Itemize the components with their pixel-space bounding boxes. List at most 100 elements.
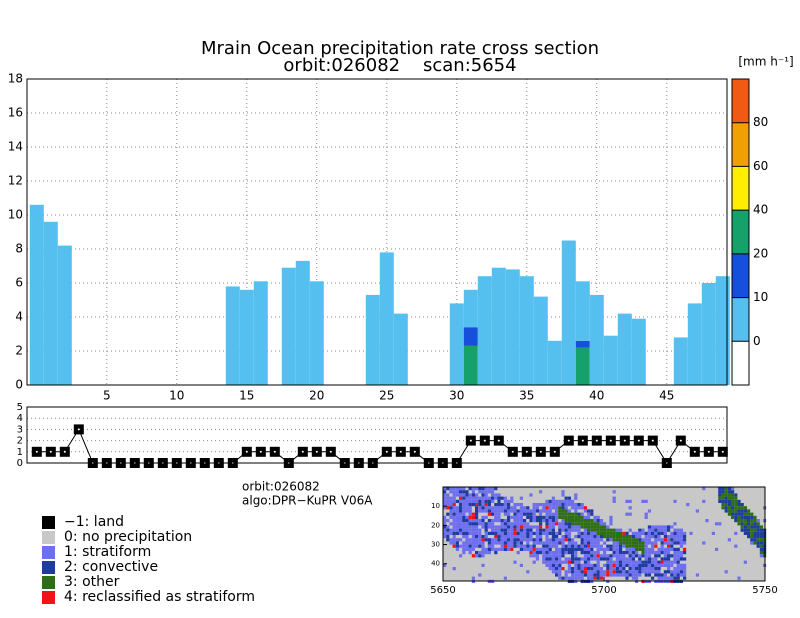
map-pixel bbox=[628, 538, 632, 542]
map-pixel bbox=[532, 515, 536, 519]
map-pixel bbox=[561, 515, 565, 519]
map-pixel bbox=[577, 503, 581, 507]
map-pixel bbox=[475, 512, 479, 516]
map-pixel bbox=[555, 557, 559, 561]
flag-marker-dot bbox=[721, 450, 724, 453]
map-pixel bbox=[500, 509, 504, 513]
map-pixel bbox=[644, 499, 648, 503]
map-pixel bbox=[481, 541, 485, 545]
map-pixel bbox=[734, 519, 738, 523]
map-pixel bbox=[750, 522, 754, 526]
map-pixel bbox=[526, 525, 530, 529]
map-pixel bbox=[526, 541, 530, 545]
map-pixel bbox=[516, 531, 520, 535]
map-pixel bbox=[721, 506, 725, 510]
map-pixel bbox=[574, 535, 578, 539]
map-pixel bbox=[603, 563, 607, 567]
map-pixel bbox=[443, 525, 447, 529]
flag-marker-dot bbox=[651, 439, 654, 442]
map-pixel bbox=[747, 531, 751, 535]
map-pixel bbox=[443, 535, 447, 539]
map-pixel bbox=[683, 576, 687, 580]
map-pixel bbox=[663, 551, 667, 555]
map-pixel bbox=[462, 535, 466, 539]
map-pixel bbox=[580, 541, 584, 545]
map-pixel bbox=[695, 509, 699, 513]
map-pixel bbox=[670, 563, 674, 567]
map-pixel bbox=[667, 570, 671, 574]
map-pixel bbox=[641, 563, 645, 567]
map-pixel bbox=[635, 541, 639, 545]
map-pixel bbox=[638, 554, 642, 558]
map-pixel bbox=[657, 563, 661, 567]
map-pixel bbox=[571, 567, 575, 571]
map-pixel bbox=[503, 512, 507, 516]
colorbar-band bbox=[732, 166, 749, 211]
map-pixel bbox=[551, 528, 555, 532]
map-pixel bbox=[519, 506, 523, 510]
map-pixel bbox=[635, 551, 639, 555]
map-pixel bbox=[718, 496, 722, 500]
map-pixel bbox=[481, 487, 485, 491]
map-pixel bbox=[599, 567, 603, 571]
map-pixel bbox=[459, 515, 463, 519]
map-pixel bbox=[647, 573, 651, 577]
map-pixel bbox=[555, 503, 559, 507]
map-pixel bbox=[638, 535, 642, 539]
map-pixel bbox=[673, 557, 677, 561]
map-pixel bbox=[503, 541, 507, 545]
map-pixel bbox=[487, 541, 491, 545]
map-pixel bbox=[529, 519, 533, 523]
map-pixel bbox=[475, 506, 479, 510]
map-pixel bbox=[651, 547, 655, 551]
map-pixel bbox=[558, 515, 562, 519]
map-pixel bbox=[529, 538, 533, 542]
map-pixel bbox=[580, 551, 584, 555]
map-pixel bbox=[539, 522, 543, 526]
map-pixel bbox=[651, 531, 655, 535]
map-pixel bbox=[545, 541, 549, 545]
map-pixel bbox=[625, 531, 629, 535]
map-pixel bbox=[667, 567, 671, 571]
flag-marker-dot bbox=[385, 450, 388, 453]
map-pixel bbox=[471, 496, 475, 500]
map-pixel bbox=[503, 576, 507, 580]
map-pixel bbox=[535, 519, 539, 523]
bar-segment bbox=[491, 267, 506, 385]
map-pixel bbox=[510, 541, 514, 545]
map-pixel bbox=[753, 522, 757, 526]
map-pixel bbox=[660, 538, 664, 542]
map-pixel bbox=[539, 509, 543, 513]
map-pixel bbox=[526, 528, 530, 532]
map-pixel bbox=[555, 506, 559, 510]
map-pixel bbox=[462, 512, 466, 516]
map-pixel bbox=[663, 563, 667, 567]
map-pixel bbox=[497, 499, 501, 503]
map-pixel bbox=[523, 528, 527, 532]
map-pixel bbox=[545, 499, 549, 503]
map-pixel bbox=[635, 547, 639, 551]
map-pixel bbox=[545, 544, 549, 548]
map-pixel bbox=[535, 503, 539, 507]
map-pixel bbox=[519, 547, 523, 551]
map-pixel bbox=[468, 509, 472, 513]
map-pixel bbox=[532, 560, 536, 564]
map-pixel bbox=[503, 519, 507, 523]
map-pixel bbox=[455, 547, 459, 551]
map-pixel bbox=[577, 570, 581, 574]
map-pixel bbox=[702, 541, 706, 545]
map-pixel bbox=[619, 567, 623, 571]
map-pixel bbox=[628, 506, 632, 510]
map-pixel bbox=[683, 551, 687, 555]
map-pixel bbox=[484, 509, 488, 513]
map-pixel bbox=[673, 535, 677, 539]
map-pixel bbox=[574, 544, 578, 548]
map-pixel bbox=[459, 493, 463, 497]
map-pixel bbox=[452, 499, 456, 503]
map-pixel bbox=[679, 563, 683, 567]
map-pixel bbox=[577, 544, 581, 548]
map-pixel bbox=[551, 525, 555, 529]
map-pixel bbox=[449, 512, 453, 516]
map-pixel bbox=[468, 493, 472, 497]
map-pixel bbox=[468, 531, 472, 535]
